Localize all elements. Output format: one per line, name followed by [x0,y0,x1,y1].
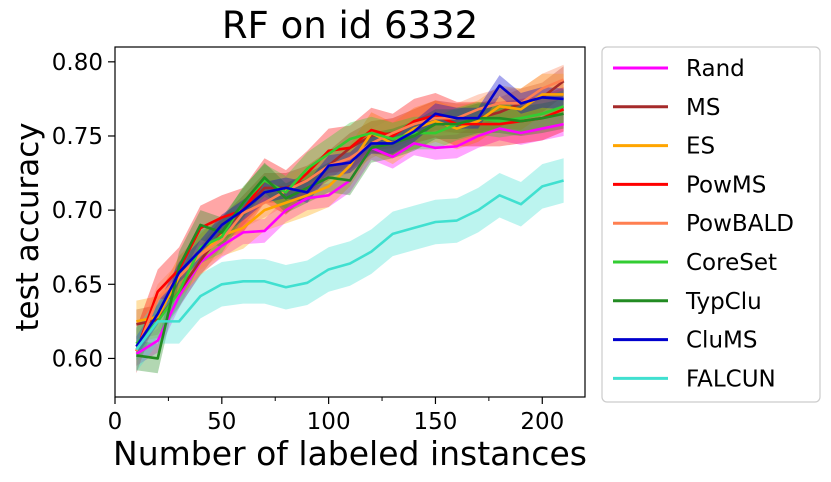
band-powms [136,87,564,374]
band-ms [136,66,564,340]
band-falcun [136,158,564,372]
legend-label: Rand [686,56,745,82]
y-tick-label: 0.75 [52,124,103,150]
line-falcun [135,179,564,351]
legend-label: CoreSet [686,250,777,276]
y-tick-label: 0.70 [52,198,103,224]
y-tick-label: 0.65 [52,272,103,298]
x-tick-label: 100 [307,409,351,435]
legend-label: TypClu [685,289,762,315]
series-lines [135,78,565,360]
legend: Rand MS ES PowMS PowBALD CoreSet TypClu CluMS FA… [601,46,821,403]
legend-box [601,46,821,403]
legend-label: ES [686,134,715,160]
axes: 0 50 100 150 200 0.60 0.65 0.70 0.75 0.80 [52,46,586,435]
line-powms [135,108,565,352]
chart-title: RF on id 6332 [222,4,478,47]
x-tick-label: 0 [108,409,123,435]
band-powbald [136,64,564,366]
y-tick-label: 0.60 [52,346,103,372]
x-tick-label: 50 [207,409,236,435]
legend-label: PowBALD [686,211,794,237]
line-typclu [136,112,564,360]
legend-label: PowMS [686,172,766,198]
y-axis-label: test accuracy [10,122,46,331]
x-axis-label: Number of labeled instances [113,434,587,473]
y-tick-label: 0.80 [52,50,103,76]
plot-frame [114,46,586,398]
legend-label: FALCUN [686,366,776,392]
line-powbald [135,78,565,352]
legend-label: MS [686,95,720,121]
line-clums [135,84,564,348]
band-es [136,73,564,343]
legend-label: CluMS [686,328,757,354]
x-tick-label: 200 [520,409,564,435]
x-tick-label: 150 [414,409,458,435]
